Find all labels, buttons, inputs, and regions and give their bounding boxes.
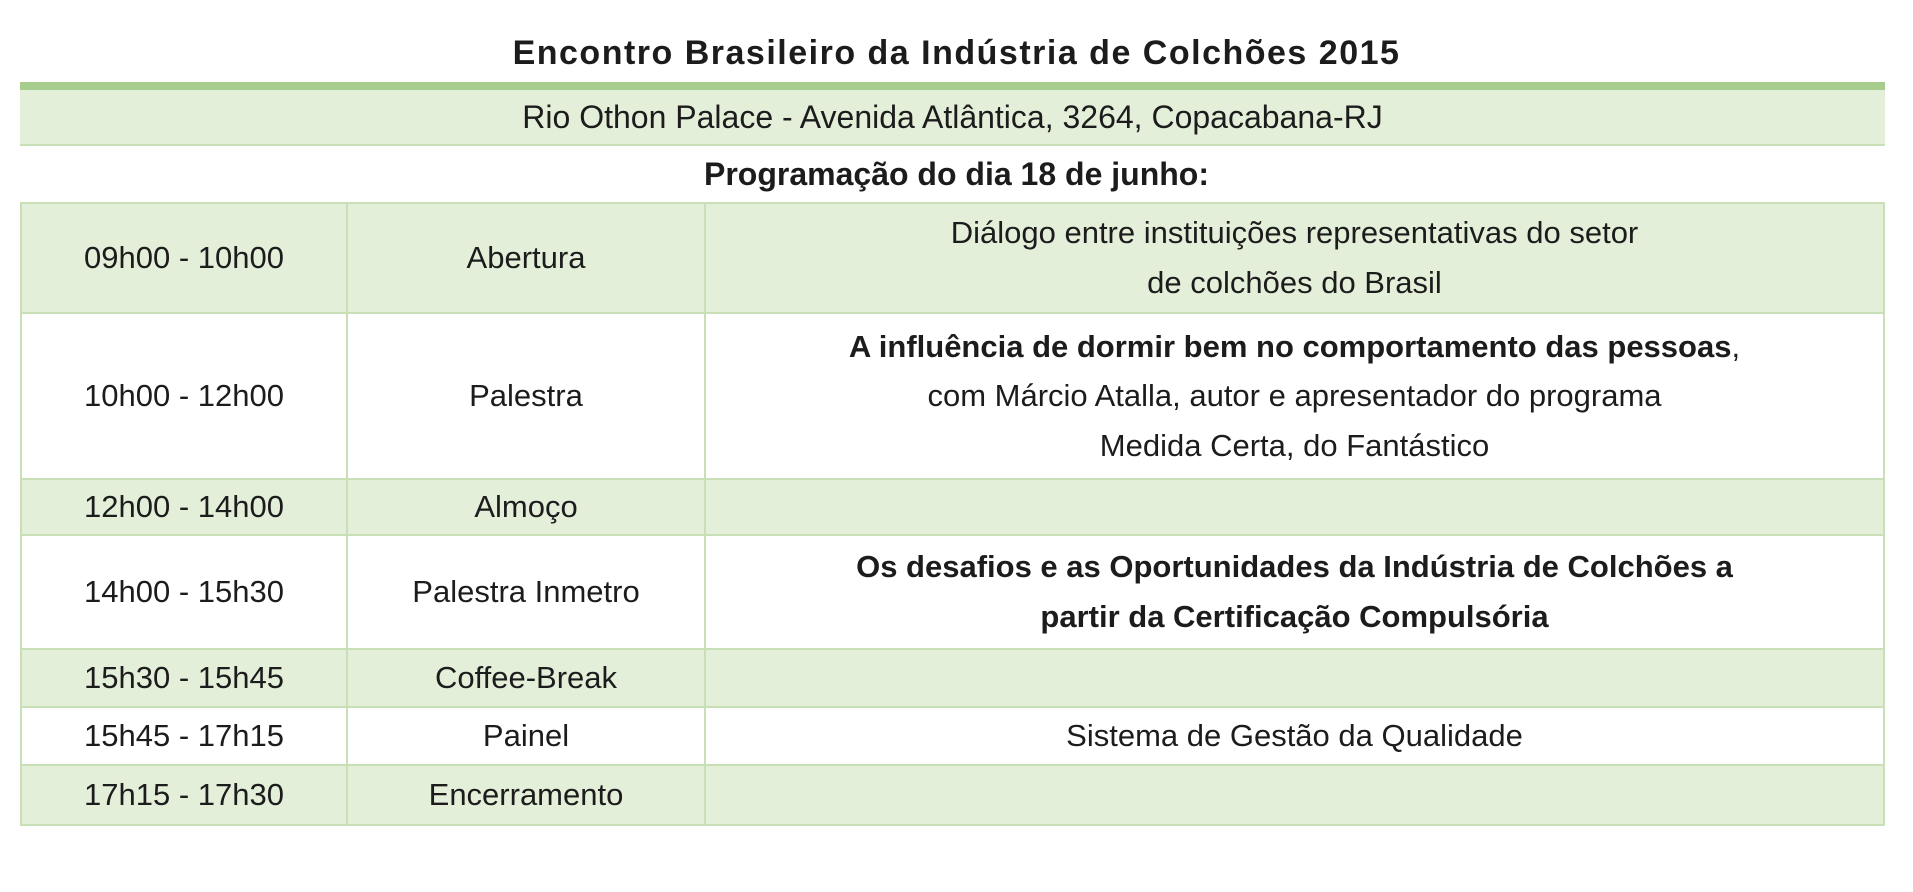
time-cell: 15h30 - 15h45 [20, 648, 348, 708]
description-text: Diálogo entre instituições representativ… [950, 215, 1639, 251]
description-bold-text: partir da Certificação Compulsória [1040, 599, 1549, 634]
session-cell: Palestra Inmetro [346, 534, 706, 650]
description-cell [704, 478, 1885, 536]
session-cell: Palestra [346, 312, 706, 480]
session-cell: Painel [346, 706, 706, 766]
description-cell [704, 764, 1885, 826]
schedule-row: 10h00 - 12h00 Palestra A influência de dor… [20, 312, 1885, 480]
session-cell: Coffee-Break [346, 648, 706, 708]
description-bold-text: A influência de dormir bem no comportame… [848, 328, 1732, 364]
venue-bar: Rio Othon Palace - Avenida Atlântica, 32… [20, 82, 1885, 146]
schedule-row: 09h00 - 10h00 Abertura Diálogo entre insti… [20, 202, 1885, 314]
schedule-row: 15h30 - 15h45 Coffee-Break [20, 648, 1885, 708]
document-title: Encontro Brasileiro da Indústria de Colc… [512, 34, 1401, 72]
time-cell: 15h45 - 17h15 [20, 706, 348, 766]
time-cell: 14h00 - 15h30 [20, 534, 348, 650]
description-text: Sistema de Gestão da Qualidade [1066, 718, 1523, 754]
description-cell: Os desafios e as Oportunidades da Indúst… [704, 534, 1885, 650]
description-text: com Márcio Atalla, autor e apresentador … [927, 378, 1662, 414]
description-bold-text: Os desafios e as Oportunidades da Indúst… [856, 549, 1733, 585]
schedule-table-body: 09h00 - 10h00 Abertura Diálogo entre insti… [20, 202, 1885, 826]
schedule-row: 12h00 - 14h00 Almoço [20, 478, 1885, 536]
description-cell: Diálogo entre instituições representativ… [704, 202, 1885, 314]
schedule-row: 17h15 - 17h30 Encerramento [20, 764, 1885, 826]
time-cell: 10h00 - 12h00 [20, 312, 348, 480]
session-cell: Abertura [346, 202, 706, 314]
program-heading: Programação do dia 18 de junho: [704, 156, 1209, 192]
description-cell: A influência de dormir bem no comportame… [704, 312, 1885, 480]
time-cell: 12h00 - 14h00 [20, 478, 348, 536]
time-cell: 09h00 - 10h00 [20, 202, 348, 314]
description-cell: Sistema de Gestão da Qualidade [704, 706, 1885, 766]
schedule-row: 14h00 - 15h30 Palestra Inmetro Os desafios… [20, 534, 1885, 650]
description-text: , [1731, 328, 1741, 364]
time-cell: 17h15 - 17h30 [20, 764, 348, 826]
schedule-row: 15h45 - 17h15 Painel Sistema de Gestão da … [20, 706, 1885, 766]
description-text: Medida Certa, do Fantástico [1099, 427, 1490, 463]
schedule-table: 09h00 - 10h00 Abertura Diálogo entre insti… [20, 202, 1885, 826]
description-text: de colchões do Brasil [1147, 265, 1442, 300]
description-cell [704, 648, 1885, 708]
session-cell: Almoço [346, 478, 706, 536]
session-cell: Encerramento [346, 764, 706, 826]
